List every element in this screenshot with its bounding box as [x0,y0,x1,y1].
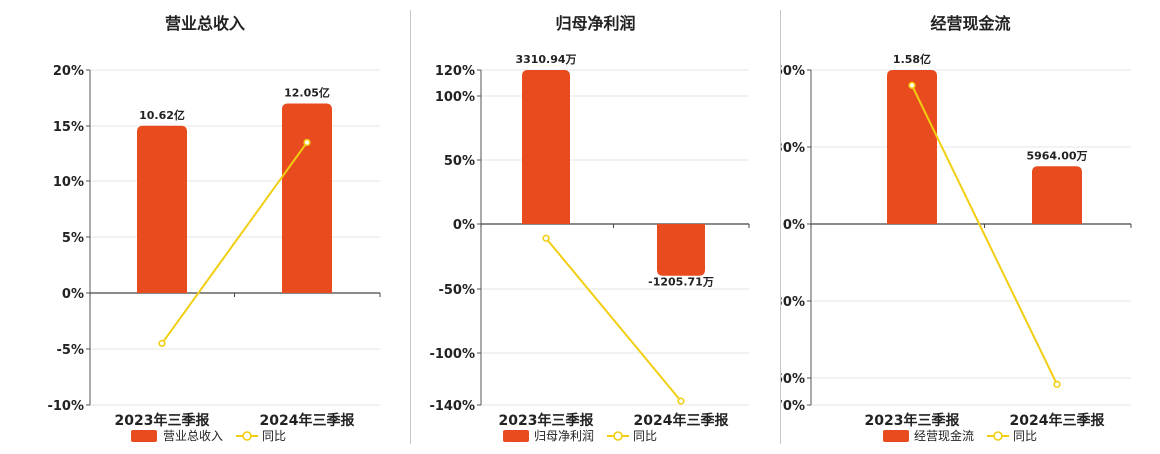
yoy-line [161,141,308,344]
x-category-label: 2024年三季报 [634,412,729,429]
data-label: -1205.71万 [648,276,714,289]
y-tick-label: -100% [429,347,475,362]
x-category-label: 2024年三季报 [1010,412,1105,429]
y-tick-label: -140% [429,399,475,414]
x-category-label: 2024年三季报 [260,412,355,429]
legend-line-label: 同比 [1013,429,1037,443]
y-tick-label: -5% [57,343,84,358]
yoy-point [1053,380,1061,388]
y-tick-label: 0% [783,218,805,233]
x-category-label: 2023年三季报 [115,412,210,429]
y-tick-label: 50% [444,154,475,169]
y-tick-label: 5% [62,231,84,246]
chart-title: 营业总收入 [165,14,245,33]
chart-panel-net-profit: 归母净利润 120% 100% 50% 0% -50% -100% -140% 3310.94万… [411,0,780,450]
yoy-line [911,84,1058,385]
data-label: 10.62亿 [139,108,185,122]
legend-line-label: 同比 [262,429,286,443]
chart-panel-revenue: 营业总收入 20% 15% 10% 5% 0% -5% -10% 10.62亿 12.05亿 202… [0,0,410,450]
legend-line-marker [993,431,1003,441]
x-category-label: 2023年三季报 [499,412,594,429]
y-tick-label: 0% [453,218,475,233]
y-tick-label: 30% [781,141,805,156]
yoy-point [303,138,311,147]
y-tick-label: -70% [781,399,805,414]
y-tick-label: 60% [781,64,805,79]
bar [657,224,705,276]
chart-panel-cash-flow: 经营现金流 60% 30% 0% -30% -60% -70% 1.58亿 5964.00万 20… [768,0,1160,450]
legend-bar-label: 归母净利润 [534,429,594,443]
yoy-point [677,397,685,405]
legend-bar-label: 经营现金流 [914,428,974,443]
y-tick-label: 100% [435,90,475,105]
data-label: 3310.94万 [515,53,576,66]
bar [522,70,570,224]
legend-line-marker [242,431,252,441]
y-tick-label: 20% [53,64,84,79]
revenue-chart: 营业总收入 20% 15% 10% 5% 0% -5% -10% 10.62亿 12.05亿 202… [47,14,381,443]
y-tick-label: 10% [53,175,84,190]
bar [887,70,937,224]
legend-line-label: 同比 [633,429,657,443]
yoy-point [908,81,916,89]
y-tick-label: 0% [62,287,84,302]
y-tick-label: 120% [435,64,475,79]
yoy-point [158,339,166,348]
legend-bar-swatch [883,430,909,442]
yoy-line [545,237,682,402]
bar [1032,166,1082,224]
data-label: 1.58亿 [893,52,931,66]
x-category-label: 2023年三季报 [865,412,960,429]
legend-line-marker [613,431,623,441]
cash-flow-chart: 经营现金流 60% 30% 0% -30% -60% -70% 1.58亿 5964.00万 20… [768,14,1132,443]
legend-bar-swatch [503,430,529,442]
net-profit-chart: 归母净利润 120% 100% 50% 0% -50% -100% -140% 3310.94万… [429,14,750,443]
y-tick-label: -10% [47,399,84,414]
y-tick-label: -60% [781,372,805,387]
data-label: 5964.00万 [1026,149,1087,162]
y-tick-label: -30% [781,295,805,310]
data-label: 12.05亿 [284,85,330,99]
y-tick-label: 15% [53,120,84,135]
panel-divider [410,10,411,444]
panel-divider [780,10,781,444]
legend-bar-swatch [131,430,157,442]
chart-title: 归母净利润 [555,14,635,33]
legend-bar-label: 营业总收入 [163,429,223,443]
yoy-point [542,234,550,242]
y-tick-label: -50% [438,283,475,298]
chart-title: 经营现金流 [930,14,1010,33]
bar [282,103,332,293]
bar [137,125,187,293]
